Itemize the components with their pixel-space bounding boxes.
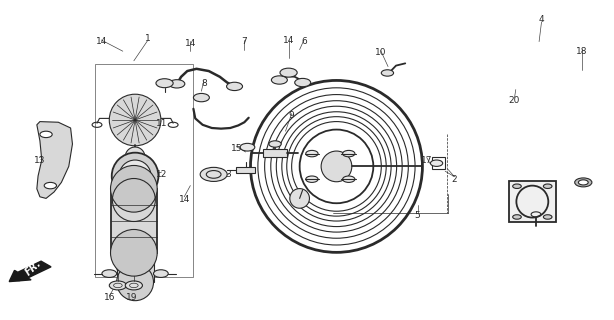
Ellipse shape xyxy=(290,188,309,208)
Ellipse shape xyxy=(119,160,151,192)
Ellipse shape xyxy=(125,147,145,167)
Circle shape xyxy=(306,150,318,157)
Circle shape xyxy=(543,215,552,219)
Circle shape xyxy=(381,70,394,76)
Circle shape xyxy=(169,80,185,88)
Text: 5: 5 xyxy=(414,212,421,220)
Circle shape xyxy=(271,76,287,84)
Ellipse shape xyxy=(112,153,158,199)
Text: 19: 19 xyxy=(126,293,138,302)
Circle shape xyxy=(227,82,243,91)
Circle shape xyxy=(125,281,142,290)
Text: 13: 13 xyxy=(34,156,45,164)
Text: 1: 1 xyxy=(144,34,150,43)
Circle shape xyxy=(430,160,443,166)
Ellipse shape xyxy=(321,151,352,182)
Bar xyxy=(95,64,193,277)
Text: 11: 11 xyxy=(156,119,167,128)
Text: 17: 17 xyxy=(421,156,432,164)
Circle shape xyxy=(513,184,521,188)
Text: 18: 18 xyxy=(577,47,588,56)
Text: 9: 9 xyxy=(289,111,295,120)
Circle shape xyxy=(109,281,126,290)
Circle shape xyxy=(156,79,173,88)
Text: 6: 6 xyxy=(301,37,307,46)
Text: 7: 7 xyxy=(241,37,247,46)
Text: 10: 10 xyxy=(375,48,386,57)
Text: 12: 12 xyxy=(156,170,167,179)
Text: 14: 14 xyxy=(185,39,196,48)
Text: FR.: FR. xyxy=(23,259,43,278)
Circle shape xyxy=(280,68,297,77)
Bar xyxy=(432,157,445,169)
Text: 14: 14 xyxy=(283,36,294,44)
Text: 4: 4 xyxy=(538,15,545,24)
Bar xyxy=(509,181,556,222)
Circle shape xyxy=(295,78,311,87)
Bar xyxy=(263,149,287,157)
Text: 8: 8 xyxy=(201,79,207,88)
Circle shape xyxy=(343,150,355,157)
Bar xyxy=(117,261,154,282)
Circle shape xyxy=(343,176,355,182)
Circle shape xyxy=(306,176,318,182)
FancyArrow shape xyxy=(9,261,51,282)
Circle shape xyxy=(40,131,52,138)
Text: 20: 20 xyxy=(509,96,520,105)
Text: 2: 2 xyxy=(451,175,457,184)
Text: 14: 14 xyxy=(96,37,107,46)
Circle shape xyxy=(575,178,592,187)
Circle shape xyxy=(44,182,56,189)
Circle shape xyxy=(200,167,227,181)
Text: 14: 14 xyxy=(179,195,190,204)
Text: 3: 3 xyxy=(225,170,231,179)
Circle shape xyxy=(193,93,209,102)
Bar xyxy=(111,189,157,253)
Circle shape xyxy=(154,270,168,277)
Ellipse shape xyxy=(117,245,154,283)
Circle shape xyxy=(543,184,552,188)
Ellipse shape xyxy=(111,229,157,276)
Ellipse shape xyxy=(117,264,154,301)
Circle shape xyxy=(240,143,255,151)
Circle shape xyxy=(513,215,521,219)
Ellipse shape xyxy=(111,165,157,212)
Circle shape xyxy=(269,141,281,147)
Text: 15: 15 xyxy=(231,144,242,153)
Ellipse shape xyxy=(109,94,161,146)
Text: 16: 16 xyxy=(104,293,115,302)
Bar xyxy=(236,167,255,173)
Polygon shape xyxy=(37,122,72,198)
Circle shape xyxy=(578,180,588,185)
Circle shape xyxy=(102,270,117,277)
